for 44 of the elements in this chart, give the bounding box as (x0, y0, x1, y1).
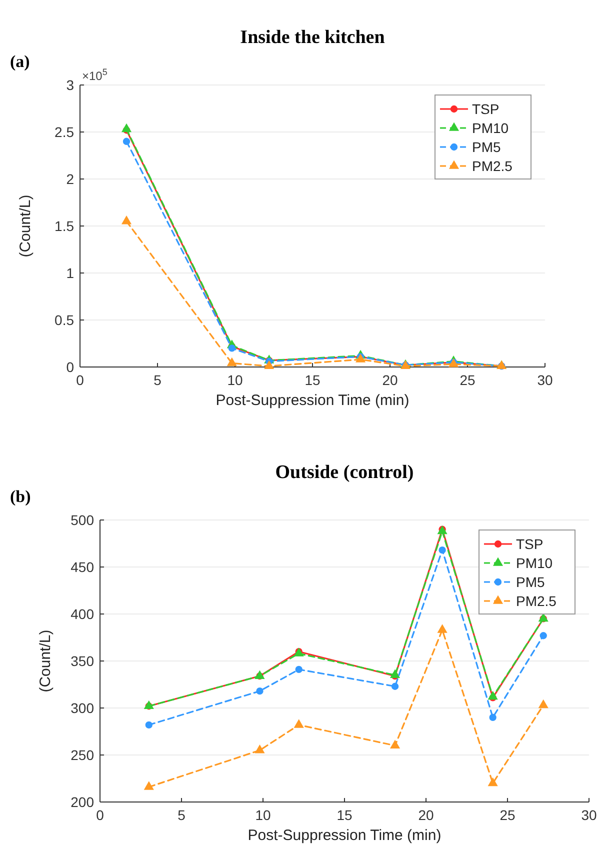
x-tick-label: 15 (336, 807, 352, 823)
y-tick-label: 2.5 (54, 124, 74, 140)
y-axis-title: (Count/L) (37, 630, 54, 692)
legend-label: TSP (472, 101, 500, 117)
x-tick-label: 30 (537, 372, 553, 388)
x-axis-title: Post-Suppression Time (min) (216, 392, 410, 409)
legend-label: PM5 (516, 574, 545, 590)
x-tick-label: 5 (178, 807, 186, 823)
y-tick-label: 0.5 (54, 312, 74, 328)
y-tick-label: 2 (66, 171, 74, 187)
x-tick-label: 30 (581, 807, 597, 823)
text: ×10$^{5}$ (82, 67, 108, 83)
x-tick-label: 15 (304, 372, 320, 388)
x-tick-label: 5 (154, 372, 162, 388)
y-tick-label: 3 (66, 77, 74, 93)
chart-title: Outside (control) (275, 462, 414, 483)
y-tick-label: 450 (70, 559, 94, 575)
y-tick-label: 400 (70, 606, 94, 622)
y-tick-label: 300 (70, 700, 94, 716)
y-tick-label: 0 (66, 359, 74, 375)
x-tick-label: 20 (382, 372, 398, 388)
y-axis-title: (Count/L) (17, 194, 34, 258)
x-tick-label: 25 (460, 372, 476, 388)
x-tick-label: 10 (255, 807, 271, 823)
legend-label: PM10 (516, 555, 553, 571)
legend-label: PM5 (472, 139, 501, 155)
y-tick-label: 500 (70, 512, 94, 528)
y-tick-label: 350 (70, 653, 94, 669)
x-tick-label: 25 (500, 807, 516, 823)
legend-label: PM2.5 (516, 593, 557, 609)
chart-title: Inside the kitchen (240, 27, 386, 48)
y-tick-label: 1.5 (54, 218, 74, 234)
text: (b) (10, 487, 31, 506)
legend-label: TSP (516, 536, 544, 552)
x-axis-title: Post-Suppression Time (min) (248, 827, 442, 844)
x-tick-label: 0 (96, 807, 104, 823)
x-tick-label: 20 (418, 807, 434, 823)
legend-label: PM2.5 (472, 158, 513, 174)
text: (a) (10, 52, 30, 71)
y-tick-label: 1 (66, 265, 74, 281)
x-tick-label: 10 (227, 372, 243, 388)
legend-label: PM10 (472, 120, 509, 136)
y-tick-label: 200 (70, 794, 94, 810)
y-tick-label: 250 (70, 747, 94, 763)
